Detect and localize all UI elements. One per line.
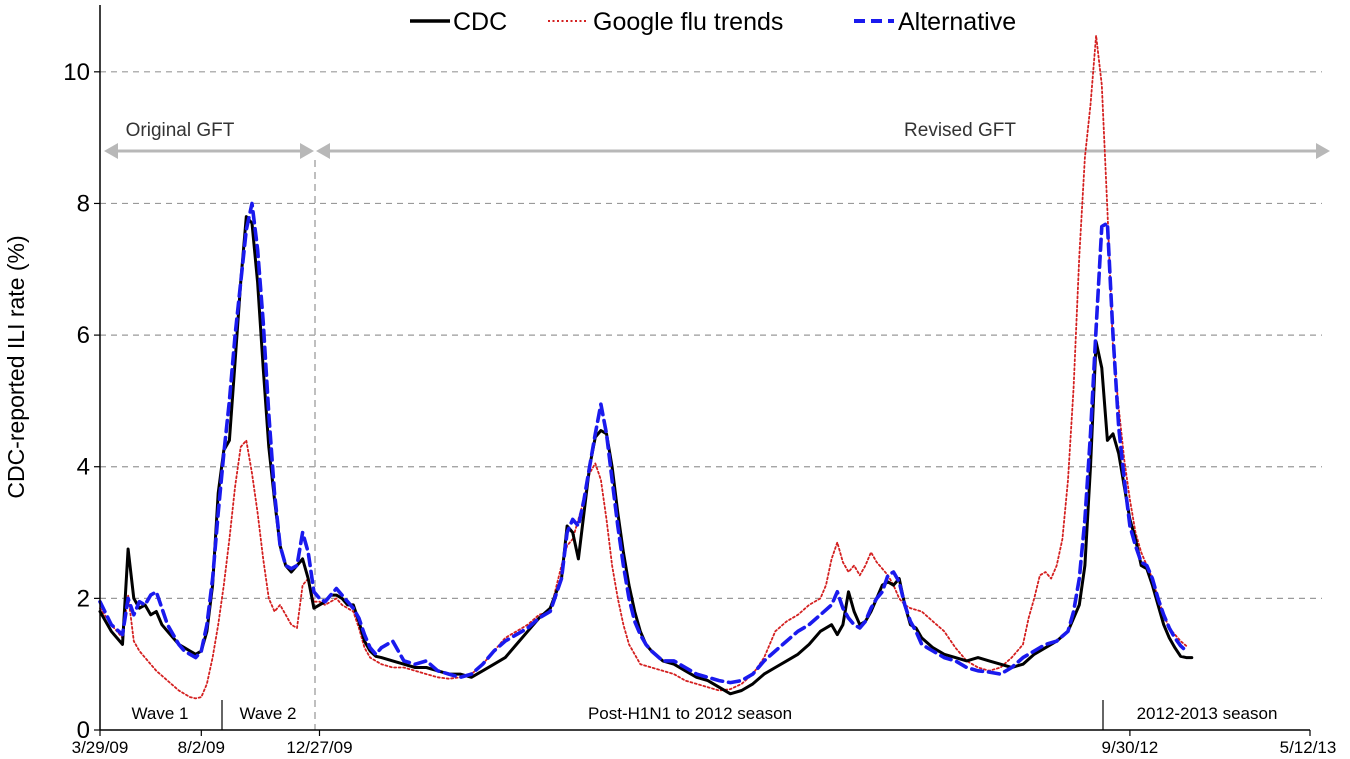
revised-gft-arrow — [316, 143, 1330, 159]
x-tick-label: 8/2/09 — [178, 738, 225, 757]
legend-entry-gft: Google flu trends — [548, 8, 783, 36]
x-tick-label: 12/27/09 — [286, 738, 352, 757]
series-line-alternative — [98, 201, 1188, 685]
period-label-post-h1n1: Post-H1N1 to 2012 season — [588, 704, 792, 723]
original-gft-arrow — [104, 143, 314, 159]
period-label-wave-2: Wave 2 — [239, 704, 296, 723]
y-tick-label: 10 — [63, 59, 90, 86]
x-tick-labels: 3/29/09 8/2/09 12/27/09 9/30/12 5/12/13 — [72, 730, 1337, 757]
y-tick-label: 6 — [77, 322, 90, 349]
legend-label-cdc: CDC — [453, 8, 507, 36]
y-tick-label: 4 — [77, 454, 90, 481]
y-tick-labels: 0 2 4 6 8 10 — [63, 59, 100, 744]
original-gft-label: Original GFT — [126, 120, 235, 141]
legend-label-alternative: Alternative — [898, 8, 1016, 36]
x-tick-label: 5/12/13 — [1280, 738, 1337, 757]
series-layer — [98, 34, 1194, 700]
y-axis-label: CDC-reported ILI rate (%) — [3, 235, 29, 498]
annotation-layer: Original GFT Revised GFT Wave 1 Wave 2 P… — [104, 120, 1330, 730]
series-line-gft — [99, 34, 1188, 700]
revised-gft-label: Revised GFT — [904, 120, 1016, 141]
axes — [99, 5, 1310, 731]
x-tick-label: 9/30/12 — [1102, 738, 1159, 757]
legend-label-gft: Google flu trends — [593, 8, 783, 36]
period-label-2012-2013: 2012-2013 season — [1137, 704, 1278, 723]
y-tick-label: 8 — [77, 190, 90, 217]
gridlines — [100, 71, 1322, 599]
legend-entry-cdc: CDC — [410, 8, 507, 36]
y-tick-label: 0 — [77, 717, 90, 744]
legend: CDC Google flu trends Alternative — [410, 8, 1016, 36]
y-tick-label: 2 — [77, 585, 90, 612]
period-label-wave-1: Wave 1 — [131, 704, 188, 723]
legend-entry-alternative: Alternative — [854, 8, 1016, 36]
x-tick-label: 3/29/09 — [72, 738, 129, 757]
